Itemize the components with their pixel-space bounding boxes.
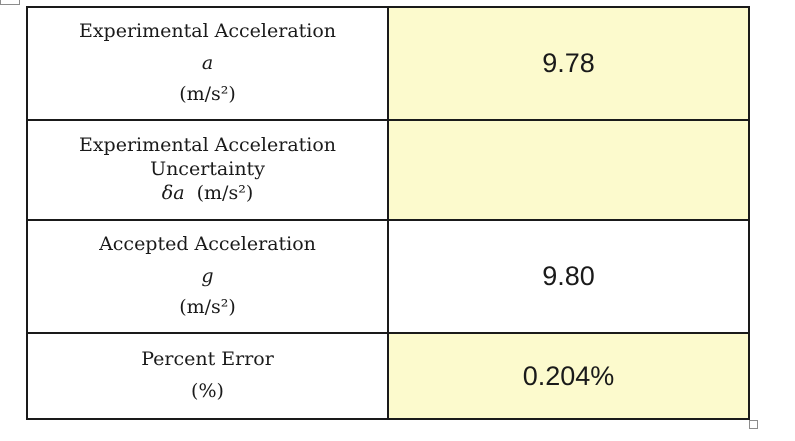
symbol-text: a (201, 51, 214, 74)
table-row-percent-error: Percent Error (%) 0.204% (26, 332, 750, 420)
unit-text: (%) (191, 380, 224, 402)
unit-text: (m/s²) (179, 296, 236, 319)
top-left-handle-icon (0, 0, 20, 5)
resize-handle-icon[interactable] (749, 420, 758, 429)
label-text-continued: Uncertainty (150, 158, 265, 181)
unit-text: (m/s²) (196, 181, 254, 204)
table-row-accepted-acceleration: Accepted Acceleration g (m/s²) 9.80 (26, 219, 750, 334)
value-cell-accepted-acceleration[interactable]: 9.80 (387, 219, 750, 334)
label-cell-percent-error: Percent Error (%) (26, 332, 389, 420)
label-cell-acceleration-uncertainty: Experimental Acceleration Uncertainty δa… (26, 119, 389, 221)
symbol-text: δa (161, 181, 185, 204)
value-cell-percent-error[interactable]: 0.204% (387, 332, 750, 420)
label-text: Experimental Acceleration (78, 19, 337, 42)
acceleration-results-table: Experimental Acceleration a (m/s²) 9.78 … (26, 6, 750, 420)
label-cell-experimental-acceleration: Experimental Acceleration a (m/s²) (26, 6, 389, 121)
table-row-acceleration-uncertainty: Experimental Acceleration Uncertainty δa… (26, 119, 750, 221)
value-cell-experimental-acceleration[interactable]: 9.78 (387, 6, 750, 121)
symbol-unit-line: δa (m/s²) (28, 182, 387, 206)
label-text: Percent Error (141, 348, 274, 371)
table-row-experimental-acceleration: Experimental Acceleration a (m/s²) 9.78 (26, 6, 750, 121)
symbol-text: g (201, 264, 214, 287)
label-text: Accepted Acceleration (99, 232, 316, 255)
label-cell-accepted-acceleration: Accepted Acceleration g (m/s²) (26, 219, 389, 334)
value-cell-acceleration-uncertainty[interactable] (387, 119, 750, 221)
label-text: Experimental Acceleration (78, 134, 337, 157)
unit-text: (m/s²) (179, 83, 236, 106)
